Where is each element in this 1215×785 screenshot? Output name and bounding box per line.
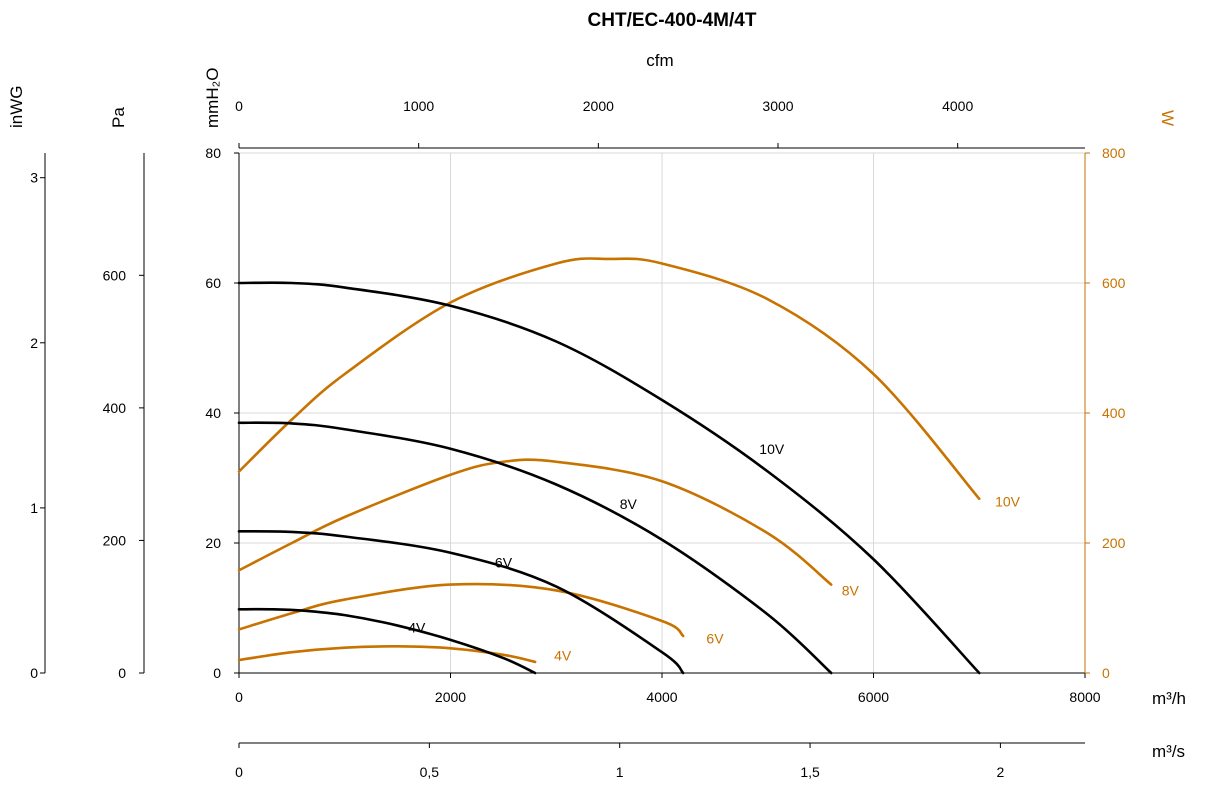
series: 10V 8V 6V 4V 10V 8V 6V 4V: [237, 257, 1021, 675]
pressure-curve-4V: [237, 607, 537, 675]
y-main-axis-label: mmH₂O: [203, 68, 222, 128]
y-right-tick-label: 600: [1102, 275, 1126, 291]
power-curve-label-6V: 6V: [706, 631, 724, 647]
pressure-curve-8V: [237, 421, 833, 675]
y-right-tick-label: 400: [1102, 405, 1126, 421]
pressure-curve-label-4V: 4V: [408, 620, 426, 636]
x-bottom-tick-label: 1,5: [800, 764, 820, 780]
x-top-tick-label: 0: [235, 98, 243, 114]
y-right-axis-label: W: [1158, 110, 1177, 126]
pressure-curve-label-10V: 10V: [759, 441, 785, 457]
y-right-tick-label: 800: [1102, 145, 1126, 161]
y-inwg-tick-label: 3: [30, 170, 38, 186]
x-bottom-axis-label: m³/s: [1152, 742, 1185, 761]
x-main-tick-label: 0: [235, 689, 243, 705]
y-main-tick-label: 60: [205, 275, 221, 291]
x-bottom-tick-label: 0,5: [420, 764, 440, 780]
power-curve-6V: [237, 582, 685, 638]
pressure-curve-10V: [237, 281, 981, 675]
y-pa-tick-label: 600: [103, 267, 127, 283]
x-main-tick-label: 4000: [646, 689, 677, 705]
x-top-tick-label: 4000: [942, 98, 973, 114]
y-inwg-tick-label: 2: [30, 335, 38, 351]
power-curve-label-8V: 8V: [842, 582, 860, 598]
y-main-tick-label: 20: [205, 535, 221, 551]
pressure-curve-label-8V: 8V: [620, 496, 638, 512]
x-top-tick-label: 2000: [583, 98, 614, 114]
x-main-tick-label: 6000: [858, 689, 889, 705]
x-main-tick-label: 2000: [435, 689, 466, 705]
y-main-tick-label: 0: [213, 665, 221, 681]
power-curve-10V: [237, 257, 981, 501]
power-curve-8V: [237, 458, 833, 586]
x-main-axis-label: m³/h: [1152, 689, 1186, 708]
y-right-tick-label: 200: [1102, 535, 1126, 551]
power-curve-label-4V: 4V: [554, 647, 572, 663]
pressure-curve-label-6V: 6V: [495, 555, 513, 571]
power-curve-label-10V: 10V: [995, 493, 1021, 509]
chart-title: CHT/EC-400-4M/4T: [588, 10, 757, 31]
y-pa-tick-label: 0: [118, 665, 126, 681]
x-top-tick-label: 1000: [403, 98, 434, 114]
x-bottom-tick-label: 2: [997, 764, 1005, 780]
y-right-tick-label: 0: [1102, 665, 1110, 681]
x-top-tick-label: 3000: [762, 98, 793, 114]
y-pa-axis-label: Pa: [109, 107, 128, 128]
y-inwg-axis-label: inWG: [7, 86, 26, 129]
y-main-tick-label: 40: [205, 405, 221, 421]
x-main-tick-label: 8000: [1069, 689, 1100, 705]
power-curve-4V: [237, 645, 537, 664]
x-bottom-tick-label: 1: [616, 764, 624, 780]
x-top-axis-label: cfm: [646, 51, 673, 70]
x-bottom-tick-label: 0: [235, 764, 243, 780]
y-main-tick-label: 80: [205, 145, 221, 161]
y-inwg-tick-label: 1: [30, 500, 38, 516]
y-pa-tick-label: 200: [103, 532, 127, 548]
pressure-curve-6V: [237, 530, 685, 675]
y-inwg-tick-label: 0: [30, 665, 38, 681]
y-pa-tick-label: 400: [103, 400, 127, 416]
